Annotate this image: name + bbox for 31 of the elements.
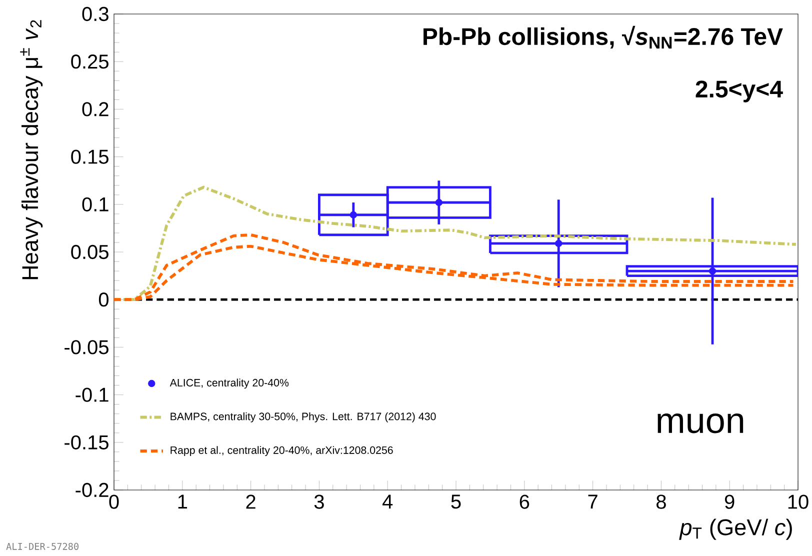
- x-tick-label: 0: [109, 494, 119, 509]
- y-tick-label: 0.15: [71, 150, 108, 164]
- x-tick-label: 9: [724, 494, 734, 509]
- x-tick-label: 6: [520, 494, 530, 509]
- y-tick-label: 0.1: [82, 197, 108, 212]
- y-tick-label: -0.1: [76, 388, 108, 402]
- x-axis-title: p$_{T}$ (GeV/ c): [679, 518, 792, 540]
- x-tick-label: 2: [246, 494, 256, 509]
- y-tick-label: -0.2: [76, 482, 108, 498]
- x-tick-label: 8: [656, 494, 666, 509]
- y-tick-label: -0.15: [64, 435, 108, 450]
- y-tick-label: -0.05: [64, 340, 108, 354]
- legend-label: BAMPS, centrality 30-50%, Phys. Lett. B717 (2012) 430: [170, 412, 436, 422]
- chart-title: Pb-Pb collisions, √s$_{NN}$=2.76 TeV: [424, 26, 783, 49]
- x-tick-label: 1: [178, 494, 187, 508]
- y-tick-label: 0.05: [71, 244, 108, 260]
- x-tick-label: 5: [451, 494, 461, 509]
- annotation: muon: [658, 413, 744, 434]
- y-tick-label: 0.25: [71, 54, 108, 69]
- y-tick-label: 0.2: [82, 102, 108, 116]
- y-tick-label: 0: [98, 292, 108, 307]
- y-tick-label: 0.3: [82, 6, 108, 22]
- y-axis-title: Heavy flavour decay μ$^{±}$ v$_{2}$: [20, 20, 43, 280]
- x-tick-label: 4: [382, 494, 393, 508]
- text: 2.5<y<4: [696, 80, 783, 102]
- legend-label: ALICE, centrality 20-40%: [170, 378, 289, 389]
- x-tick-label: 10: [788, 494, 808, 509]
- text: ALI-DER-57280: [6, 542, 78, 550]
- x-tick-label: 7: [588, 494, 598, 508]
- legend-label: Rapp et al., centrality 20-40%, arXiv:1208.0256: [170, 446, 393, 456]
- x-tick-label: 3: [314, 494, 324, 509]
